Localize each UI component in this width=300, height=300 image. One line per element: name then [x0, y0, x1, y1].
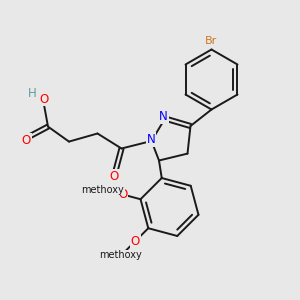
Text: O: O [110, 170, 118, 183]
Text: Br: Br [206, 36, 218, 46]
Text: O: O [22, 134, 31, 147]
Text: methoxy: methoxy [82, 184, 124, 195]
Text: N: N [146, 133, 155, 146]
Text: N: N [159, 110, 168, 124]
Text: H: H [28, 87, 37, 100]
Text: methoxy: methoxy [99, 250, 142, 260]
Text: O: O [118, 188, 127, 201]
Text: O: O [39, 92, 48, 106]
Text: O: O [130, 235, 140, 248]
